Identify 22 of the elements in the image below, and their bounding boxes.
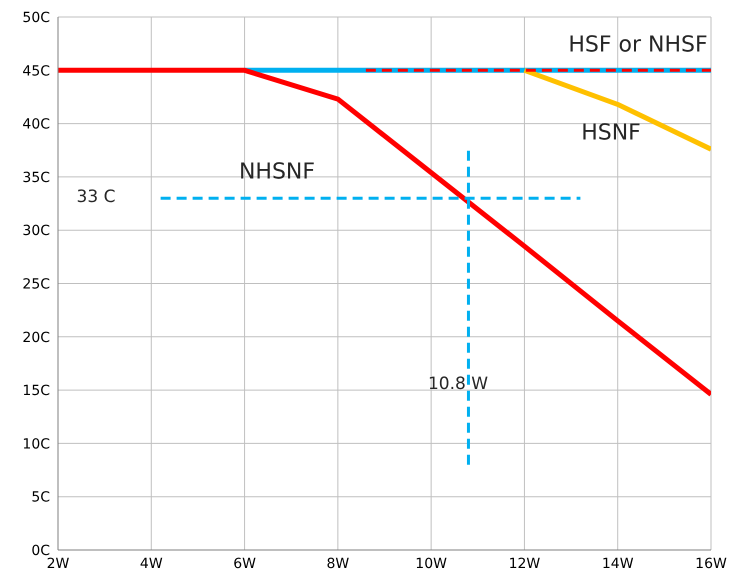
y-tick-label: 30C — [22, 223, 50, 240]
annotation: HSF or NHSF — [568, 32, 708, 58]
y-tick-label: 5C — [31, 490, 50, 506]
annotation: 10.8 W — [428, 374, 488, 394]
x-tick-label: 12W — [508, 556, 540, 572]
y-tick-label: 15C — [22, 383, 50, 400]
x-tick-label: 10W — [415, 556, 448, 572]
y-tick-label: 50C — [22, 10, 50, 26]
x-tick-label: 6W — [233, 556, 256, 572]
x-tick-label: 4W — [140, 556, 163, 572]
y-tick-label: 40C — [22, 116, 50, 133]
y-tick-label: 10C — [22, 436, 50, 452]
annotation: HSNF — [581, 120, 641, 146]
y-tick-label: 35C — [22, 170, 50, 186]
annotation: 33 C — [76, 187, 116, 207]
y-tick-label: 25C — [22, 276, 50, 292]
y-tick-label: 45C — [22, 63, 50, 80]
x-tick-label: 8W — [326, 556, 350, 572]
annotation: NHSNF — [238, 160, 316, 184]
x-tick-label: 14W — [602, 556, 634, 572]
x-tick-label: 16W — [695, 556, 727, 572]
y-tick-label: 20C — [22, 330, 50, 346]
